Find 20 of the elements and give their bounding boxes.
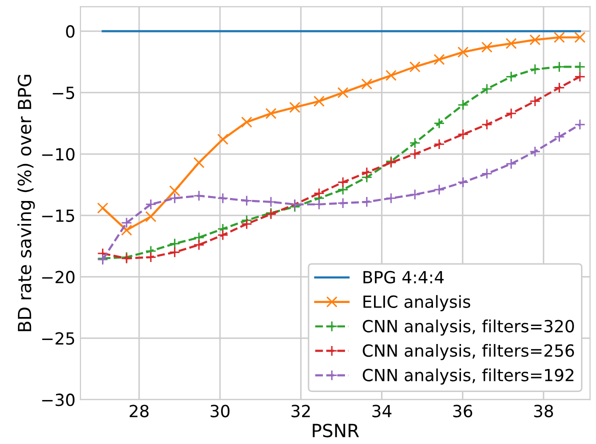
y-tick-label: −20 — [42, 270, 74, 284]
legend-label: CNN analysis, filters=256 — [362, 344, 574, 360]
legend-label: CNN analysis, filters=192 — [362, 368, 574, 385]
y-tick-label: −5 — [52, 86, 74, 100]
legend-label: ELIC analysis — [364, 295, 470, 312]
x-tick-label: 30 — [210, 404, 230, 418]
y-tick-label: −15 — [42, 210, 74, 222]
y-tick-label: −30 — [42, 394, 74, 406]
y-tick-label: 0 — [66, 25, 74, 38]
x-axis-title: PSNR — [312, 424, 359, 438]
legend-label: CNN analysis, filters=320 — [362, 320, 574, 336]
x-tick-label: 34 — [372, 404, 392, 418]
y-tick-label: −25 — [42, 332, 74, 345]
x-tick-label: 36 — [453, 404, 472, 418]
y-tick-label: −10 — [42, 148, 74, 161]
x-tick-label: 32 — [292, 404, 310, 418]
x-tick-label: 28 — [130, 404, 149, 418]
x-tick-label: 38 — [534, 404, 553, 418]
y-axis-title: BD rate saving (%) over BPG — [17, 74, 35, 332]
legend-label: BPG 4:4:4 — [364, 270, 444, 284]
